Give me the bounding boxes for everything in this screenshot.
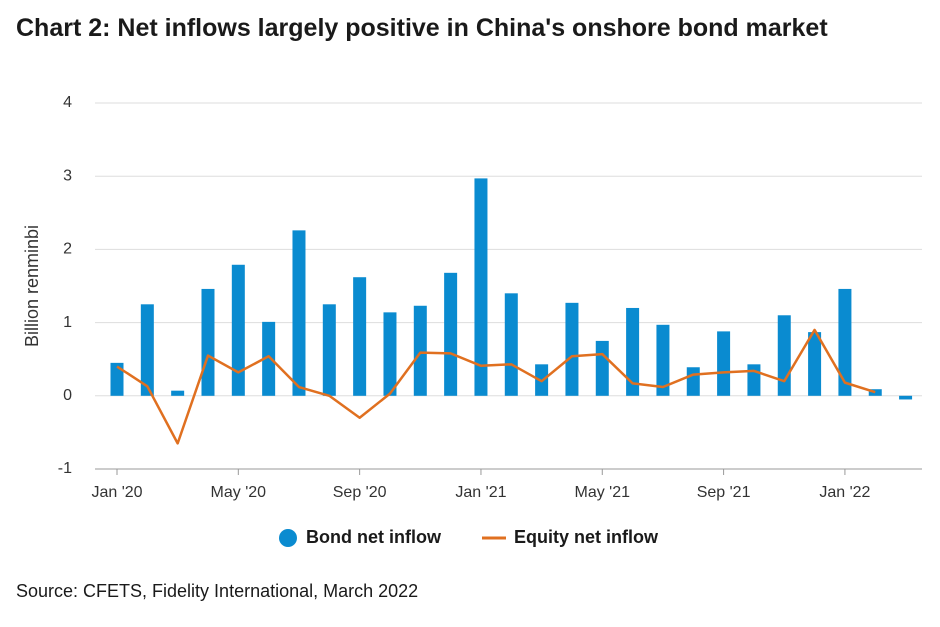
bar xyxy=(868,389,882,396)
source-note: Source: CFETS, Fidelity International, M… xyxy=(16,581,419,601)
bar xyxy=(262,321,276,396)
bar xyxy=(201,288,215,396)
y-tick-label: 2 xyxy=(63,241,72,258)
bar xyxy=(231,264,245,396)
bar xyxy=(413,305,427,396)
bar xyxy=(717,331,731,396)
bar xyxy=(353,277,367,396)
x-tick-label: May '20 xyxy=(211,484,267,501)
bar xyxy=(565,302,579,396)
bar xyxy=(899,395,913,400)
y-tick-label: 1 xyxy=(63,314,72,331)
x-tick-label: Jan '22 xyxy=(819,484,870,501)
bar xyxy=(808,332,822,396)
y-tick-label: 3 xyxy=(63,167,72,184)
legend-label: Bond net inflow xyxy=(306,527,442,547)
y-tick-label: 0 xyxy=(63,387,72,404)
bar xyxy=(383,312,397,396)
x-tick-label: Sep '21 xyxy=(697,484,751,501)
bar xyxy=(140,304,154,396)
x-tick-label: Jan '21 xyxy=(455,484,506,501)
bar xyxy=(171,390,185,396)
y-tick-label: 4 xyxy=(63,94,72,111)
bar xyxy=(686,367,700,396)
bar xyxy=(626,307,640,396)
y-tick-label: -1 xyxy=(58,460,72,477)
x-tick-label: Sep '20 xyxy=(333,484,387,501)
bar xyxy=(656,324,670,396)
x-tick-label: May '21 xyxy=(575,484,631,501)
bar xyxy=(474,178,488,396)
legend-label: Equity net inflow xyxy=(514,527,659,547)
bar xyxy=(777,315,791,396)
bar xyxy=(595,340,609,396)
bar xyxy=(838,288,852,396)
line xyxy=(116,328,876,445)
chart-title: Chart 2: Net inflows largely positive in… xyxy=(16,14,828,42)
bar xyxy=(322,304,336,396)
bar xyxy=(504,293,518,396)
y-axis-label: Billion renminbi xyxy=(22,225,42,347)
bar xyxy=(110,362,124,396)
bar xyxy=(292,230,306,396)
legend-swatch xyxy=(279,529,297,547)
bar xyxy=(444,272,458,396)
x-tick-label: Jan '20 xyxy=(91,484,142,501)
bar xyxy=(747,364,761,396)
